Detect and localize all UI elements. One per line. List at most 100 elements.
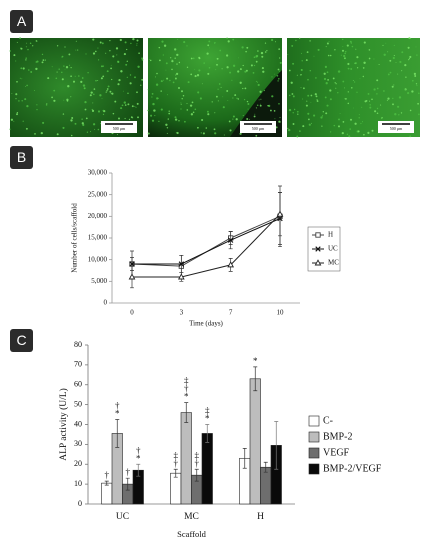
cell-speck <box>147 89 149 91</box>
cell-speck <box>350 42 352 44</box>
point <box>276 210 284 217</box>
cell-speck <box>303 87 305 90</box>
cell-speck <box>226 66 229 69</box>
cell-speck <box>399 60 402 64</box>
cell-speck <box>351 87 353 89</box>
cell-speck <box>181 90 183 93</box>
cell-speck <box>65 66 69 69</box>
cell-speck <box>310 101 312 103</box>
cell-speck <box>217 88 219 90</box>
cell-speck <box>316 99 318 101</box>
cell-speck <box>171 59 173 61</box>
cell-speck <box>391 85 394 88</box>
error-bar <box>205 424 210 443</box>
cell-speck <box>171 59 174 63</box>
significance-mark: ‡ <box>205 406 210 416</box>
cell-speck <box>413 72 417 76</box>
cell-speck <box>344 87 345 89</box>
cell-speck <box>74 75 76 77</box>
significance-mark: * <box>115 409 120 419</box>
significance-mark: ‡ <box>184 376 189 386</box>
cell-speck <box>151 119 155 122</box>
y-tick-label: 10,000 <box>88 255 108 263</box>
cell-speck <box>178 87 180 89</box>
cell-speck <box>300 74 302 76</box>
cell-speck <box>121 104 124 107</box>
cell-speck <box>155 83 159 86</box>
cell-speck <box>158 46 161 49</box>
significance-mark: † <box>105 470 110 480</box>
cell-speck <box>70 134 73 137</box>
cell-speck <box>123 101 126 104</box>
cell-speck <box>369 100 371 102</box>
cell-speck <box>306 51 309 53</box>
cell-speck <box>239 132 242 135</box>
cell-speck <box>168 110 170 112</box>
cell-speck <box>361 121 364 123</box>
cell-speck <box>84 108 87 111</box>
cell-speck <box>300 52 303 54</box>
cell-speck <box>404 89 406 91</box>
cell-speck <box>259 104 262 107</box>
cell-speck <box>22 67 25 70</box>
cell-speck <box>244 70 247 73</box>
legend-swatch <box>308 463 320 475</box>
bar <box>249 378 261 505</box>
cell-speck <box>81 122 84 125</box>
significance-mark: * <box>136 453 141 463</box>
series-line <box>132 213 281 278</box>
y-tick-label: 40 <box>74 419 82 428</box>
cell-speck <box>19 37 21 40</box>
cell-speck <box>323 72 326 75</box>
cell-speck <box>58 68 60 70</box>
cell-speck <box>207 72 210 75</box>
cell-speck <box>335 87 337 89</box>
cell-speck <box>232 64 236 67</box>
cell-speck <box>263 90 265 92</box>
cell-speck <box>357 130 360 133</box>
cell-speck <box>161 40 164 43</box>
cell-speck <box>109 39 111 42</box>
cell-speck <box>278 78 280 80</box>
cell-speck <box>85 53 87 55</box>
cell-speck <box>326 104 329 107</box>
cell-speck <box>305 104 308 107</box>
cell-speck <box>176 53 179 57</box>
cell-speck <box>387 97 390 100</box>
cell-speck <box>349 40 352 43</box>
cell-speck <box>75 40 77 42</box>
cell-speck <box>165 123 168 126</box>
cell-speck <box>102 109 105 112</box>
significance-mark: ‡ <box>174 450 179 460</box>
cell-speck <box>374 110 377 113</box>
cell-speck <box>342 45 344 47</box>
cell-speck <box>299 130 301 132</box>
cell-speck <box>32 45 34 47</box>
cell-speck <box>36 108 38 111</box>
cell-speck <box>337 70 341 73</box>
cell-speck <box>344 52 347 55</box>
cell-speck <box>208 40 211 43</box>
cell-speck <box>70 119 73 122</box>
cell-speck <box>376 107 379 110</box>
cell-speck <box>214 41 216 44</box>
cell-speck <box>341 49 345 52</box>
cell-speck <box>192 111 195 114</box>
cell-speck <box>348 135 351 138</box>
cell-speck <box>297 113 299 115</box>
cell-speck <box>408 37 411 39</box>
cell-speck <box>393 44 395 46</box>
cell-speck <box>207 44 210 47</box>
cell-speck <box>213 128 216 131</box>
cell-speck <box>256 104 259 107</box>
cell-speck <box>341 38 344 41</box>
x-tick-label: 0 <box>130 309 134 317</box>
cell-speck <box>325 82 328 85</box>
cell-speck <box>307 78 309 81</box>
cell-speck <box>105 91 107 93</box>
scale-bar-label: 500 µm <box>390 126 403 131</box>
cell-speck <box>315 95 318 98</box>
cell-speck <box>174 118 178 121</box>
cell-speck <box>232 38 235 41</box>
cell-speck <box>136 102 139 105</box>
